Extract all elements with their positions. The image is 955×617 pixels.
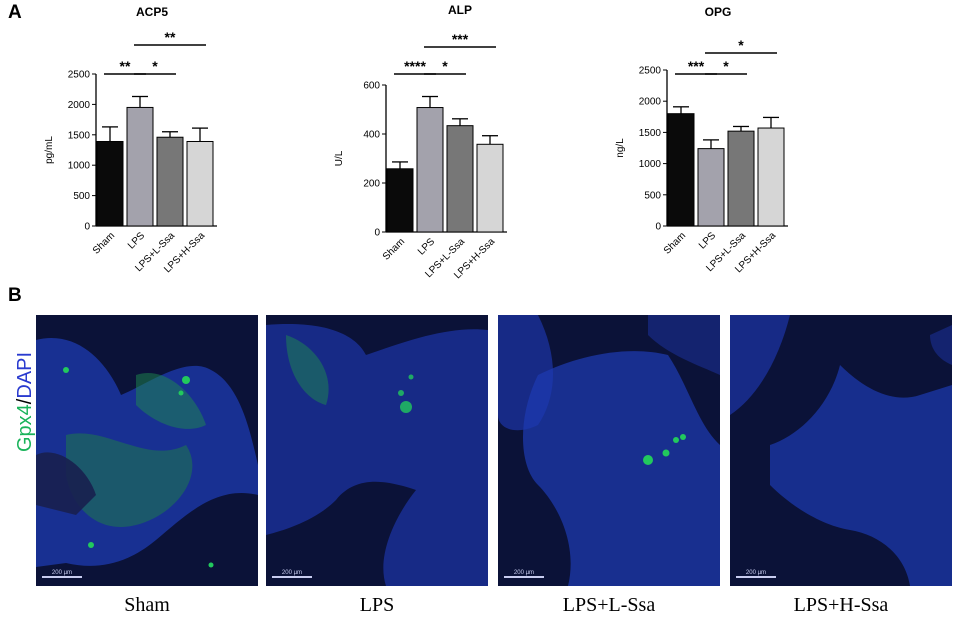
significance-label: * bbox=[738, 37, 744, 53]
panel-b-label: B bbox=[8, 285, 22, 306]
significance-label: * bbox=[152, 58, 158, 74]
scale-bar-lps-h-ssa: 200 µm bbox=[736, 570, 776, 578]
micrograph-lps-l-ssa: 200 µm bbox=[498, 315, 720, 586]
significance-label: *** bbox=[452, 31, 469, 47]
y-tick-label: 500 bbox=[73, 191, 90, 202]
bar-lps-h-ssa bbox=[476, 143, 504, 233]
y-tick-label: 500 bbox=[644, 190, 661, 201]
stain-gpx4: Gpx4 bbox=[14, 404, 36, 452]
y-axis-label: U/L bbox=[334, 150, 345, 166]
scale-bar-label: 200 µm bbox=[513, 570, 535, 576]
bar-lps bbox=[697, 148, 725, 227]
scale-bar-lps-l-ssa: 200 µm bbox=[504, 570, 544, 578]
bar-sham bbox=[96, 140, 124, 227]
chart-title: ACP5 bbox=[136, 5, 168, 19]
panel-a-label: A bbox=[8, 2, 22, 23]
y-tick-label: 2000 bbox=[68, 100, 91, 111]
x-tick-label: Sham bbox=[381, 236, 407, 262]
y-tick-label: 2000 bbox=[639, 97, 662, 108]
stain-separator: / bbox=[14, 398, 36, 405]
significance-label: ** bbox=[165, 29, 176, 45]
y-tick-label: 0 bbox=[84, 222, 90, 233]
y-tick-label: 0 bbox=[655, 222, 661, 233]
bar-lps-l-ssa bbox=[446, 125, 474, 233]
scale-bar-label: 200 µm bbox=[281, 570, 303, 576]
y-tick-label: 2500 bbox=[68, 70, 91, 81]
significance-label: **** bbox=[404, 58, 426, 74]
significance-label: * bbox=[723, 58, 729, 74]
bar-lps-h-ssa bbox=[757, 127, 785, 227]
y-tick-label: 1500 bbox=[639, 128, 662, 139]
y-tick-label: 400 bbox=[363, 130, 380, 141]
significance-label: ** bbox=[120, 58, 131, 74]
caption-sham: Sham bbox=[124, 594, 170, 616]
caption-lps-h-ssa: LPS+H-Ssa bbox=[793, 594, 889, 616]
significance-label: *** bbox=[688, 58, 705, 74]
scale-bar-label: 200 µm bbox=[51, 570, 73, 576]
micrograph-lps-h-ssa: 200 µm bbox=[730, 315, 952, 586]
y-axis-label: pg/mL bbox=[44, 136, 55, 164]
stain-label: Gpx4/DAPI bbox=[14, 352, 37, 452]
chart-title: OPG bbox=[705, 5, 732, 19]
micrograph-lps: 200 µm bbox=[266, 315, 488, 586]
bar-lps-l-ssa bbox=[727, 130, 755, 227]
x-tick-label: LPS bbox=[126, 230, 147, 251]
bar-sham bbox=[667, 113, 695, 227]
scale-bar-sham: 200 µm bbox=[42, 570, 82, 578]
x-tick-label: Sham bbox=[91, 230, 117, 256]
bar-lps bbox=[126, 106, 154, 227]
bar-lps bbox=[416, 107, 444, 233]
bar-lps-l-ssa bbox=[156, 136, 184, 227]
bar-lps-h-ssa bbox=[186, 140, 214, 227]
x-tick-label: LPS bbox=[697, 230, 718, 251]
x-tick-label: LPS bbox=[416, 236, 437, 257]
scale-bar-lps: 200 µm bbox=[272, 570, 312, 578]
scale-bar-label: 200 µm bbox=[745, 570, 767, 576]
y-tick-label: 1000 bbox=[639, 159, 662, 170]
caption-lps-l-ssa: LPS+L-Ssa bbox=[562, 594, 656, 616]
y-tick-label: 1000 bbox=[68, 161, 91, 172]
y-axis-label: ng/L bbox=[615, 138, 626, 158]
y-tick-label: 0 bbox=[374, 228, 380, 239]
caption-lps: LPS bbox=[359, 594, 395, 616]
micrograph-sham: 200 µm bbox=[36, 315, 258, 586]
y-tick-label: 2500 bbox=[639, 66, 662, 77]
bar-sham bbox=[386, 168, 414, 233]
chart-title: ALP bbox=[448, 3, 472, 17]
y-tick-label: 200 bbox=[363, 179, 380, 190]
x-tick-label: Sham bbox=[662, 230, 688, 256]
significance-label: * bbox=[442, 58, 448, 74]
stain-dapi: DAPI bbox=[14, 351, 36, 399]
y-tick-label: 600 bbox=[363, 81, 380, 92]
y-tick-label: 1500 bbox=[68, 130, 91, 141]
